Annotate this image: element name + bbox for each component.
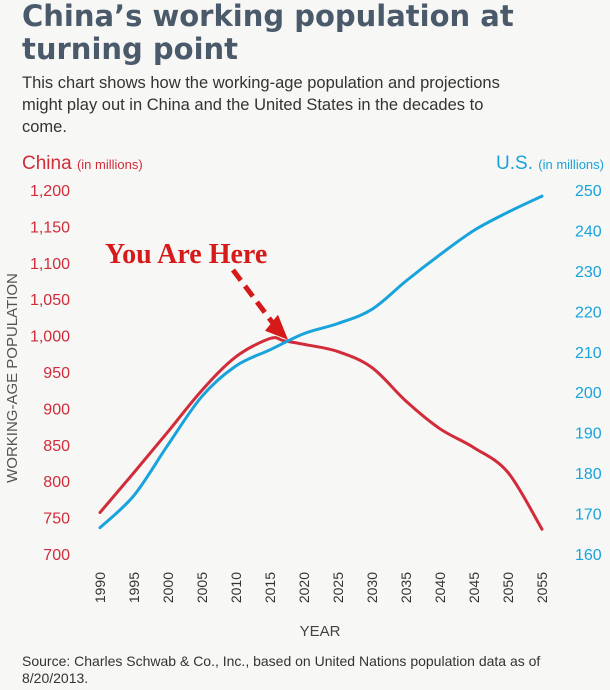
x-axis-title: YEAR — [300, 623, 341, 640]
china-axis-label: China (in millions) — [22, 153, 143, 174]
china-tick-label: 800 — [43, 474, 70, 491]
us-tick-label: 180 — [575, 466, 602, 483]
annotation-arrow-line — [230, 268, 280, 331]
x-tick-label: 2040 — [432, 572, 448, 603]
china-tick-label: 1,200 — [30, 183, 70, 200]
x-tick-label: 2030 — [364, 572, 380, 603]
us-tick-label: 190 — [575, 426, 602, 443]
china-tick-label: 1,050 — [30, 292, 70, 309]
china-axis-unit: (in millions) — [77, 157, 143, 172]
x-tick-label: 2055 — [534, 572, 550, 603]
us-axis-label: U.S. (in millions) — [496, 153, 604, 174]
us-tick-label: 240 — [575, 223, 602, 240]
x-tick-label: 2045 — [466, 572, 482, 603]
us-tick-label: 210 — [575, 345, 602, 362]
x-tick-label: 2020 — [296, 572, 312, 603]
source-note: Source: Charles Schwab & Co., Inc., base… — [22, 653, 541, 686]
x-tick-label: 2025 — [330, 572, 346, 603]
china-tick-label: 700 — [43, 547, 70, 564]
china-axis-name: China — [22, 153, 72, 174]
china-tick-label: 750 — [43, 511, 70, 528]
us-axis-unit: (in millions) — [538, 157, 604, 172]
us-tick-label: 220 — [575, 304, 602, 321]
us-tick-label: 250 — [575, 183, 602, 200]
us-tick-label: 200 — [575, 385, 602, 402]
china-tick-label: 900 — [43, 401, 70, 418]
plot-area: 700 750 800 850 900 950 1,000 1,050 1,100 1,150 1,… — [30, 183, 602, 603]
china-tick-label: 850 — [43, 438, 70, 455]
us-series-line — [98, 194, 544, 530]
china-series-line — [98, 336, 544, 531]
x-tick-label: 1995 — [126, 572, 142, 603]
x-tick-label: 2005 — [194, 572, 210, 603]
x-tick-label: 2010 — [228, 572, 244, 603]
us-tick-label: 170 — [575, 507, 602, 524]
us-tick-label: 230 — [575, 264, 602, 281]
us-tick-label: 160 — [575, 547, 602, 564]
chart-subtitle: This chart shows how the working-age pop… — [22, 74, 500, 136]
china-tick-label: 1,100 — [30, 256, 70, 273]
china-tick-label: 1,150 — [30, 219, 70, 236]
annotation-text: You Are Here — [105, 239, 267, 270]
x-tick-label: 2035 — [398, 572, 414, 603]
x-tick-label: 1990 — [92, 572, 108, 603]
y-axis-title: WORKING-AGE POPULATION — [4, 273, 21, 483]
x-tick-label: 2050 — [500, 572, 516, 603]
china-tick-label: 950 — [43, 365, 70, 382]
china-tick-label: 1,000 — [30, 329, 70, 346]
annotation-arrow-head — [265, 314, 288, 340]
chart-title: China’s working population at turning po… — [22, 0, 514, 66]
x-tick-label: 2015 — [262, 572, 278, 603]
us-axis-name: U.S. — [496, 153, 533, 174]
x-tick-label: 2000 — [160, 572, 176, 603]
